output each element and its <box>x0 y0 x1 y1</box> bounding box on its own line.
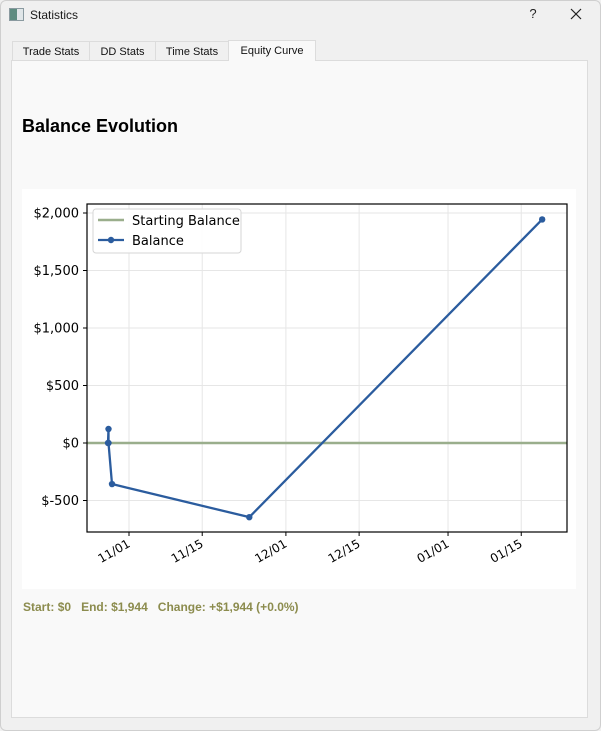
svg-text:$2,000: $2,000 <box>34 207 80 222</box>
equity-chart: $-500 $0 $500 $1,000 $1,500 $2,000 11/01 11/15 1… <box>22 189 576 589</box>
tab-time-stats[interactable]: Time Stats <box>155 41 229 60</box>
change-value: +$1,944 (+0.0%) <box>209 600 299 614</box>
help-icon: ? <box>529 6 537 21</box>
chart-legend: Starting Balance Balance <box>92 208 242 254</box>
tab-equity-curve[interactable]: Equity Curve <box>228 40 316 61</box>
end-label: End: <box>81 600 108 614</box>
start-value: $0 <box>57 600 72 614</box>
tab-dd-stats[interactable]: DD Stats <box>89 41 156 60</box>
svg-text:$-500: $-500 <box>41 494 79 509</box>
window-title: Statistics <box>30 8 79 22</box>
svg-text:01/01: 01/01 <box>415 536 452 565</box>
balance-summary: Start: $0 End: $1,944 Change: +$1,944 (+… <box>23 600 299 614</box>
chart-canvas: $-500 $0 $500 $1,000 $1,500 $2,000 11/01 11/15 1… <box>34 203 568 566</box>
svg-text:12/15: 12/15 <box>326 536 363 565</box>
svg-text:Starting Balance: Starting Balance <box>132 214 240 229</box>
page-title: Balance Evolution <box>22 116 179 136</box>
change-label: Change: <box>157 600 206 614</box>
svg-text:$500: $500 <box>46 379 79 394</box>
svg-text:12/01: 12/01 <box>252 536 289 565</box>
tab-trade-stats[interactable]: Trade Stats <box>12 41 90 60</box>
help-button[interactable]: ? <box>524 4 542 24</box>
svg-text:11/01: 11/01 <box>96 536 133 565</box>
close-button[interactable] <box>565 4 587 24</box>
svg-text:Balance: Balance <box>132 234 184 249</box>
title-bar: Statistics ? <box>0 0 601 30</box>
start-label: Start: <box>23 600 55 614</box>
svg-text:01/15: 01/15 <box>488 536 525 565</box>
svg-text:$0: $0 <box>62 437 79 452</box>
svg-text:$1,500: $1,500 <box>34 264 80 279</box>
svg-text:$1,000: $1,000 <box>34 322 80 337</box>
svg-text:11/15: 11/15 <box>169 536 206 565</box>
end-value: $1,944 <box>111 600 148 614</box>
close-icon <box>570 8 582 20</box>
app-icon <box>9 8 24 21</box>
